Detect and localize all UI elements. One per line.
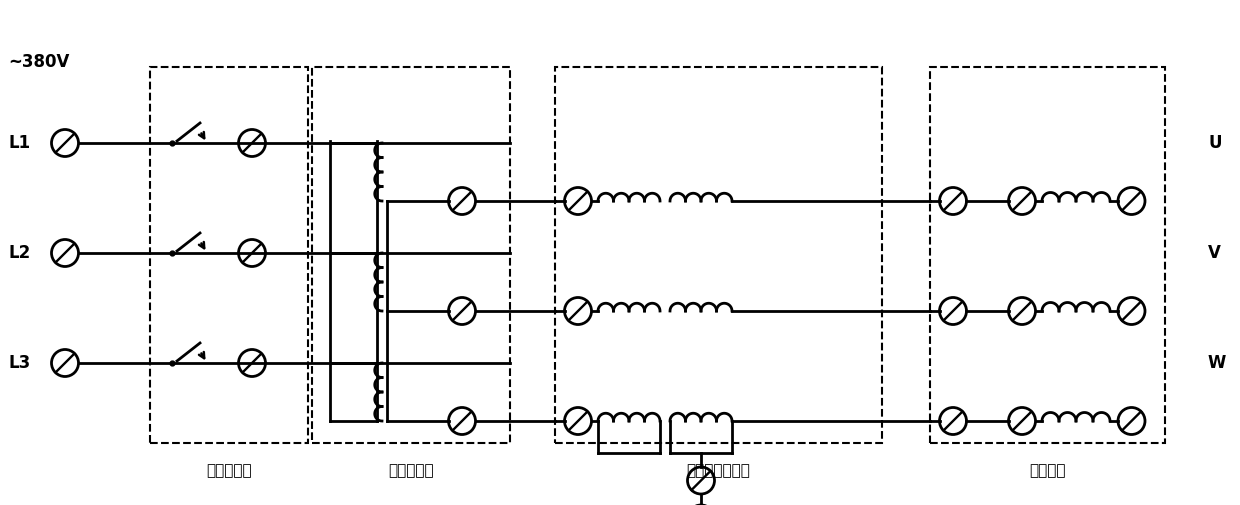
Text: 三相接触器: 三相接触器: [206, 463, 252, 478]
Text: 三相电感: 三相电感: [1029, 463, 1066, 478]
Text: V: V: [1208, 244, 1221, 262]
Text: 三相隔离变压器: 三相隔离变压器: [686, 463, 750, 478]
Text: L3: L3: [7, 354, 30, 372]
Text: ~380V: ~380V: [7, 53, 69, 71]
Text: W: W: [1208, 354, 1226, 372]
Text: L1: L1: [7, 134, 30, 152]
Text: L2: L2: [7, 244, 30, 262]
Bar: [312, 67, 510, 443]
Bar: [930, 67, 1166, 443]
Bar: [150, 67, 308, 443]
Bar: [556, 67, 882, 443]
Text: U: U: [1208, 134, 1221, 152]
Text: 三相调压器: 三相调压器: [388, 463, 434, 478]
